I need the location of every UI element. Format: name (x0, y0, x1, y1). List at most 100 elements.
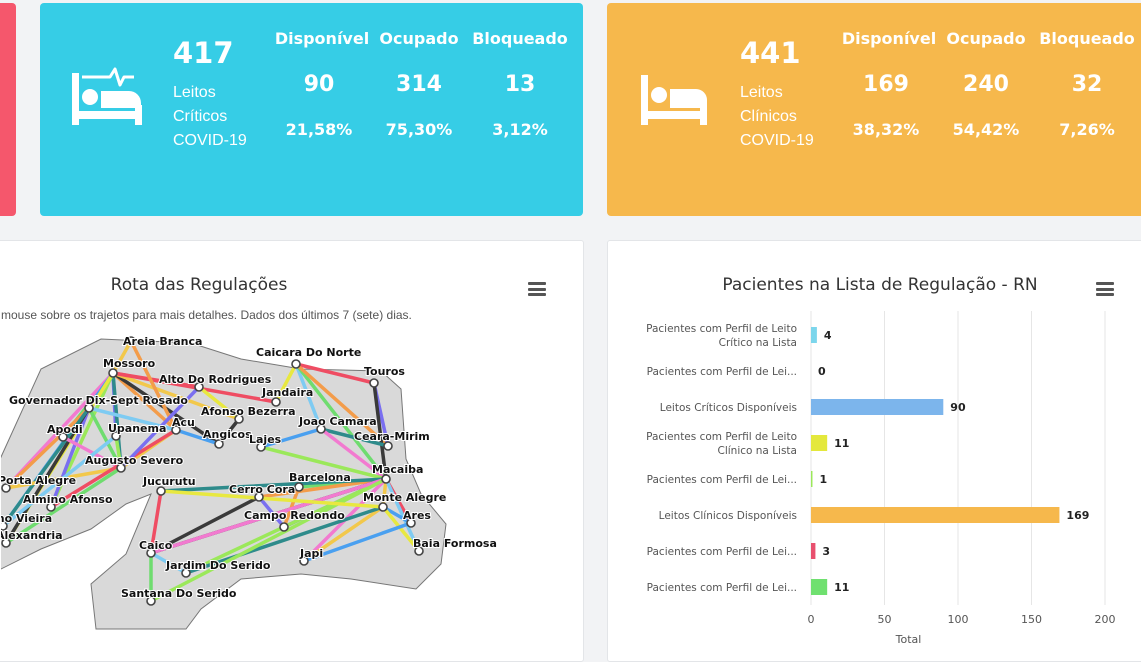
route-line[interactable] (149, 477, 388, 555)
clinical-header-disponivel: Disponível (841, 29, 937, 48)
route-line[interactable] (4, 406, 91, 545)
route-line[interactable] (294, 362, 376, 385)
bar[interactable] (811, 507, 1060, 523)
city-node[interactable] (146, 548, 156, 558)
clinical-value-ocupado: 240 (963, 72, 1009, 97)
city-node[interactable] (108, 368, 118, 378)
city-node[interactable] (299, 556, 309, 566)
critical-value-disponivel: 90 (303, 72, 335, 97)
bar[interactable] (811, 579, 828, 595)
city-node[interactable] (156, 486, 166, 496)
critical-label-line2: Críticos (173, 108, 228, 125)
city-node[interactable] (1, 538, 11, 548)
route-line[interactable] (381, 505, 421, 553)
x-tick-label: 0 (808, 613, 815, 626)
route-line[interactable] (197, 385, 241, 421)
clinical-pct-ocupado: 54,42% (952, 120, 1020, 139)
city-label: Almino Afonso (23, 493, 113, 506)
route-line[interactable] (111, 371, 241, 421)
city-node[interactable] (146, 596, 156, 606)
route-line[interactable] (1, 434, 118, 528)
bar[interactable] (811, 435, 828, 451)
city-label: Afonso Bezerra (201, 405, 296, 418)
route-line[interactable] (174, 428, 221, 446)
city-label: Barcelona (289, 471, 351, 484)
hamburger-menu-icon[interactable] (528, 282, 546, 296)
city-node[interactable] (406, 518, 416, 528)
route-line[interactable] (4, 406, 91, 490)
route-line[interactable] (159, 489, 385, 509)
route-line[interactable] (257, 495, 286, 529)
route-line[interactable] (294, 362, 323, 431)
route-line[interactable] (129, 339, 178, 432)
city-node[interactable] (1, 521, 8, 531)
route-line[interactable] (49, 428, 178, 509)
city-node[interactable] (84, 403, 94, 413)
route-line[interactable] (372, 381, 388, 481)
city-node[interactable] (234, 414, 244, 424)
route-line[interactable] (294, 362, 388, 481)
route-line[interactable] (184, 505, 385, 575)
city-node[interactable] (254, 492, 264, 502)
city-node[interactable] (271, 397, 281, 407)
route-line[interactable] (149, 477, 388, 603)
city-label: Japi (299, 547, 323, 560)
city-node[interactable] (171, 425, 181, 435)
route-line[interactable] (294, 362, 390, 448)
city-node[interactable] (181, 568, 191, 578)
critical-label-line1: Leitos (173, 84, 216, 101)
route-line[interactable] (384, 477, 421, 553)
city-node[interactable] (291, 359, 301, 369)
route-line[interactable] (381, 505, 413, 525)
critical-pct-ocupado: 75,30% (385, 120, 453, 139)
route-line[interactable] (149, 489, 163, 555)
route-line[interactable] (111, 339, 133, 375)
city-node[interactable] (378, 502, 388, 512)
city-label: ino Vieira (1, 512, 52, 525)
bar[interactable] (811, 327, 817, 343)
route-line[interactable] (319, 427, 388, 481)
route-line[interactable] (119, 385, 201, 470)
city-node[interactable] (46, 502, 56, 512)
route-line[interactable] (149, 495, 261, 555)
route-line[interactable] (302, 505, 385, 563)
city-node[interactable] (383, 441, 393, 451)
city-node[interactable] (116, 463, 126, 473)
city-node[interactable] (194, 382, 204, 392)
city-node[interactable] (126, 336, 136, 346)
city-node[interactable] (294, 482, 304, 492)
route-line[interactable] (217, 417, 241, 446)
bar[interactable] (811, 399, 944, 415)
route-line[interactable] (87, 406, 123, 470)
route-line[interactable] (302, 521, 413, 563)
route-line[interactable] (259, 427, 323, 449)
category-label: Pacientes com Perfil de Lei... (647, 474, 797, 486)
bar[interactable] (811, 543, 816, 559)
city-node[interactable] (256, 442, 266, 452)
route-line[interactable] (257, 477, 388, 499)
category-label: Pacientes com Perfil de Lei... (647, 546, 797, 558)
route-line[interactable] (274, 362, 298, 404)
route-line[interactable] (319, 427, 390, 448)
city-node[interactable] (414, 546, 424, 556)
route-line[interactable] (149, 551, 188, 575)
route-map[interactable]: Areia Branca Mossoro Caicara Do NorteTouro… (1, 329, 501, 649)
city-node[interactable] (58, 432, 68, 442)
city-node[interactable] (1, 483, 11, 493)
city-node[interactable] (316, 424, 326, 434)
route-line[interactable] (49, 406, 91, 509)
critical-value-ocupado: 314 (396, 72, 442, 97)
route-line[interactable] (4, 466, 123, 545)
route-line[interactable] (259, 445, 388, 481)
city-node[interactable] (111, 431, 121, 441)
hamburger-menu-icon[interactable] (1096, 282, 1114, 296)
route-line[interactable] (61, 435, 123, 470)
critical-header-ocupado: Ocupado (379, 29, 459, 48)
city-node[interactable] (381, 474, 391, 484)
route-line[interactable] (159, 477, 388, 493)
city-node[interactable] (369, 378, 379, 388)
route-line[interactable] (1, 406, 91, 528)
city-node[interactable] (214, 439, 224, 449)
city-node[interactable] (279, 522, 289, 532)
bar[interactable] (811, 471, 813, 487)
